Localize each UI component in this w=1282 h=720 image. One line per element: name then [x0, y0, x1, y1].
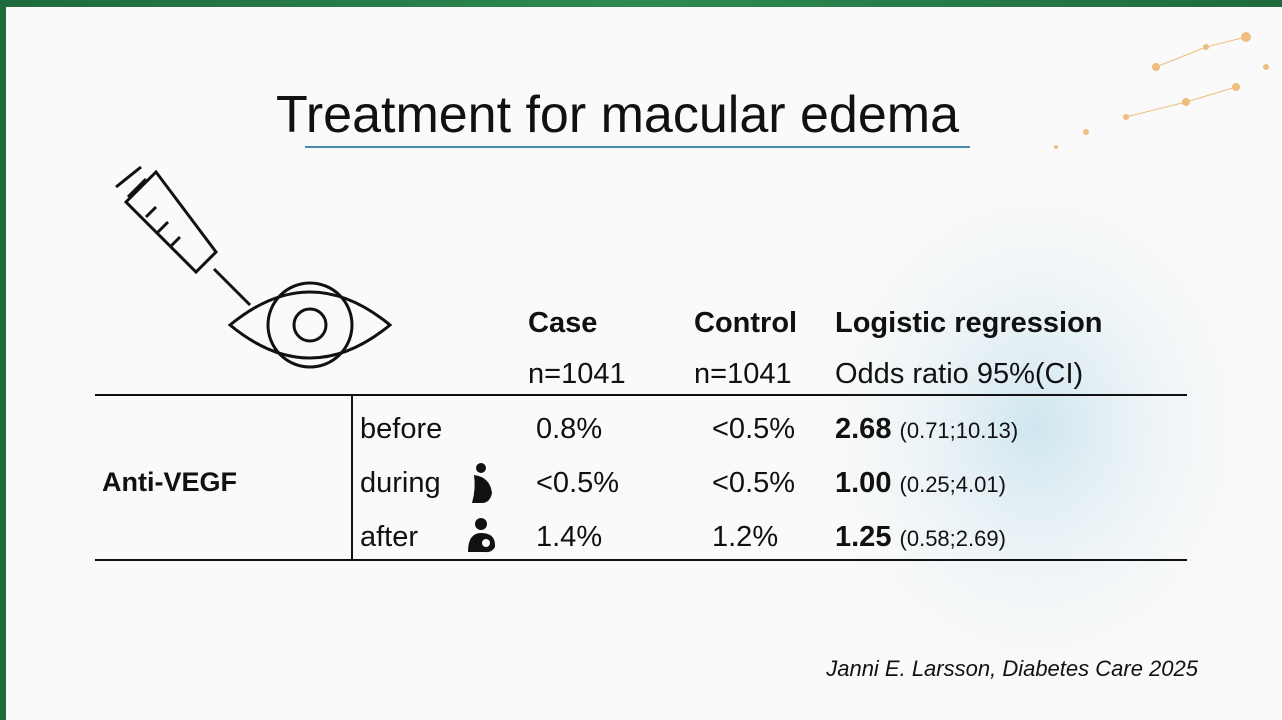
group-label: Anti-VEGF: [102, 467, 237, 497]
citation: Janni E. Larsson, Diabetes Care 2025: [826, 656, 1198, 681]
background-blob: [776, 127, 1282, 720]
odds-ratio: 2.68: [835, 413, 892, 445]
column-subheader: n=1041: [694, 358, 792, 390]
network-dots: [1054, 32, 1269, 149]
confidence-interval: (0.58;2.69): [899, 526, 1006, 551]
column-header: Control: [694, 307, 798, 339]
slide-title: Treatment for macular edema: [276, 86, 960, 144]
column-subheader: Odds ratio 95%(CI): [835, 358, 1084, 390]
table-divider: [351, 395, 353, 560]
confidence-interval: (0.25;4.01): [899, 472, 1006, 497]
row-label: before: [360, 413, 443, 445]
row-label: after: [360, 521, 419, 553]
column-subheader: n=1041: [528, 358, 626, 390]
table-rule: [95, 559, 1187, 561]
syringe-eye-icon: [115, 165, 393, 369]
case-value: 0.8%: [536, 413, 603, 445]
pregnant-icon: [472, 463, 492, 503]
control-value: 1.2%: [712, 521, 779, 553]
column-header: Case: [528, 307, 598, 339]
confidence-interval: (0.71;10.13): [899, 418, 1019, 443]
regression-cell: 1.25 (0.58;2.69): [835, 520, 1006, 556]
odds-ratio: 1.00: [835, 467, 892, 499]
slide: Treatment for macular edema Case Control…: [6, 7, 1282, 720]
control-value: <0.5%: [712, 413, 796, 445]
column-header: Logistic regression: [835, 307, 1103, 339]
table-rule: [95, 394, 1187, 396]
row-label: during: [360, 467, 441, 499]
control-value: <0.5%: [712, 467, 796, 499]
regression-cell: 2.68 (0.71;10.13): [835, 412, 1018, 448]
odds-ratio: 1.25: [835, 521, 892, 553]
case-value: <0.5%: [536, 467, 620, 499]
decoration: [115, 32, 1282, 720]
regression-cell: 1.00 (0.25;4.01): [835, 466, 1006, 502]
case-value: 1.4%: [536, 521, 603, 553]
mother-baby-icon: [468, 518, 496, 553]
